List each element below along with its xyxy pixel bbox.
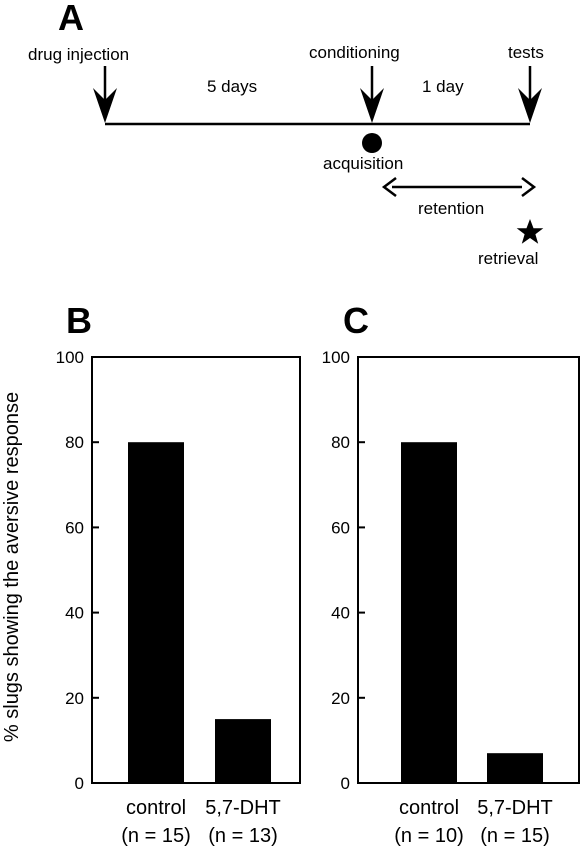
drug-injection-label: drug injection	[28, 45, 129, 64]
retrieval-star-icon	[516, 219, 544, 244]
chart-c-n-label: (n = 10)	[394, 825, 463, 847]
chart-c-frame	[357, 356, 580, 784]
chart-c-ytick-label: 100	[322, 348, 350, 367]
tests-label: tests	[508, 43, 544, 62]
conditioning-label: conditioning	[309, 43, 400, 62]
chart-b-ytick-label: 80	[65, 433, 84, 452]
interval-5days-label: 5 days	[207, 77, 257, 96]
chart-c-ytick-label: 80	[331, 433, 350, 452]
conditioning-arrow	[360, 66, 384, 123]
chart-b-category-label: control	[126, 797, 186, 819]
chart-b-ytick-label: 100	[56, 348, 84, 367]
retrieval-label: retrieval	[478, 249, 538, 268]
chart-b-ytick-label: 40	[65, 604, 84, 623]
chart-b-bar-control	[128, 442, 184, 783]
chart-c-bar-control	[401, 442, 457, 783]
panel-b-letter: B	[66, 300, 92, 341]
chart-b-ytick-label: 0	[75, 774, 84, 793]
chart-b-category-label: 5,7-DHT	[205, 797, 281, 819]
chart-c-ytick-label: 20	[331, 689, 350, 708]
chart-c-n-label: (n = 15)	[480, 825, 549, 847]
retention-label: retention	[418, 199, 484, 218]
chart-b: 0 20 40 60 80 100 control (n = 15) 5,7-DHT (n = 1…	[56, 348, 301, 847]
interval-1day-label: 1 day	[422, 77, 464, 96]
chart-c-ytick-label: 40	[331, 604, 350, 623]
chart-c-ytick-label: 0	[341, 774, 350, 793]
acquisition-label: acquisition	[323, 154, 403, 173]
drug-injection-arrow	[93, 66, 117, 123]
chart-b-ytick-label: 20	[65, 689, 84, 708]
tests-arrow	[518, 66, 542, 123]
chart-b-frame	[91, 356, 301, 784]
chart-c: 0 20 40 60 80 100 control (n = 10) 5,7-DHT (n = 1…	[322, 348, 580, 847]
retention-double-arrow	[381, 177, 537, 197]
y-axis-label: % slugs showing the aversive response	[1, 392, 23, 742]
chart-b-ytick-label: 60	[65, 518, 84, 537]
chart-c-ytick-label: 60	[331, 518, 350, 537]
chart-c-category-label: control	[399, 797, 459, 819]
chart-b-n-label: (n = 13)	[208, 825, 277, 847]
panel-c-letter: C	[343, 300, 369, 341]
chart-c-category-label: 5,7-DHT	[477, 797, 553, 819]
chart-c-bar-dht	[487, 753, 543, 783]
panel-a-letter: A	[58, 0, 84, 38]
chart-b-bar-dht	[215, 719, 271, 783]
acquisition-dot	[362, 133, 382, 153]
chart-b-n-label: (n = 15)	[121, 825, 190, 847]
